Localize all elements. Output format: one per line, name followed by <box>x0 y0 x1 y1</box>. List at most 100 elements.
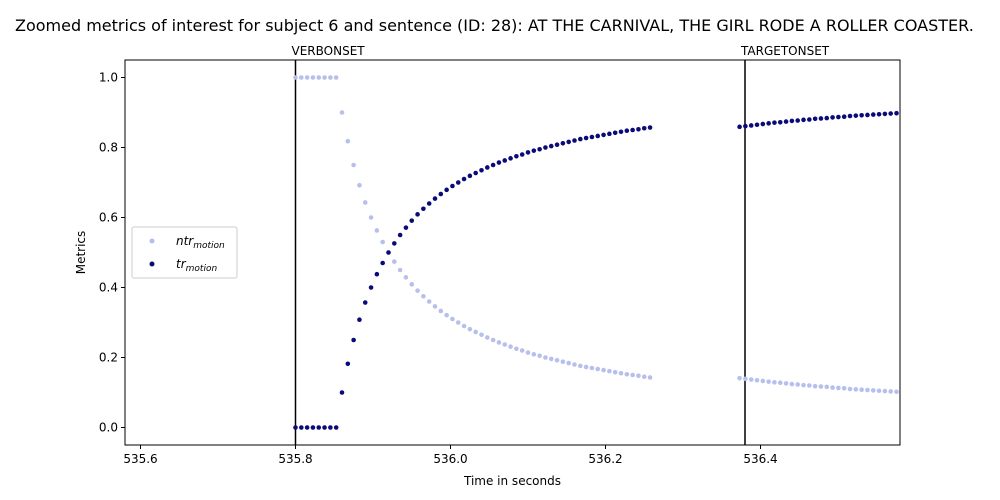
y-tick-label: 0.6 <box>99 211 118 225</box>
data-point-ntr <box>589 365 595 371</box>
data-point-ntr <box>783 381 789 386</box>
y-tick-label: 0.2 <box>99 351 118 365</box>
data-point-tr <box>760 121 766 127</box>
data-point-ntr <box>777 380 783 386</box>
data-point-tr <box>737 124 742 130</box>
data-point-ntr <box>496 340 502 345</box>
data-point-ntr <box>525 350 531 355</box>
data-point-ntr <box>543 355 548 360</box>
data-point-ntr <box>647 375 653 380</box>
vline-label-targetonset: TARGETONSET <box>740 44 830 58</box>
data-point-tr <box>380 260 385 266</box>
data-point-tr <box>525 150 531 155</box>
data-point-tr <box>830 115 835 120</box>
data-point-tr <box>601 132 606 138</box>
data-point-tr <box>461 176 467 182</box>
data-point-ntr <box>841 386 847 391</box>
data-point-ntr <box>583 364 589 370</box>
data-point-ntr <box>490 337 496 343</box>
data-point-ntr <box>772 380 777 385</box>
data-point-ntr <box>438 308 444 314</box>
data-point-ntr <box>743 376 748 382</box>
data-point-tr <box>368 285 374 290</box>
data-point-ntr <box>415 288 420 293</box>
data-point-tr <box>333 425 339 430</box>
vline-label-verbonset: VERBONSET <box>292 44 366 58</box>
data-point-tr <box>876 111 882 117</box>
data-point-ntr <box>917 391 922 396</box>
data-point-tr <box>566 139 571 145</box>
y-axis-label: Metrics <box>74 231 88 275</box>
data-point-tr <box>299 425 304 430</box>
data-point-ntr <box>560 359 566 365</box>
data-point-ntr <box>830 385 835 390</box>
data-point-ntr <box>836 385 841 391</box>
data-point-ntr <box>801 382 806 388</box>
data-point-ntr <box>304 75 310 80</box>
data-point-ntr <box>923 391 928 396</box>
data-point-tr <box>807 117 812 122</box>
data-point-tr <box>444 187 449 193</box>
data-point-ntr <box>641 374 647 380</box>
data-point-ntr <box>760 378 766 384</box>
data-point-ntr <box>912 391 917 396</box>
data-point-tr <box>572 138 577 143</box>
data-point-tr <box>508 156 513 161</box>
data-point-ntr <box>380 239 385 245</box>
data-point-ntr <box>351 162 356 168</box>
data-point-ntr <box>624 372 630 377</box>
data-point-ntr <box>514 346 519 352</box>
data-point-tr <box>818 116 824 121</box>
data-point-ntr <box>935 392 940 397</box>
data-point-tr <box>490 162 496 168</box>
data-point-ntr <box>554 358 560 363</box>
data-point-tr <box>519 152 525 157</box>
legend: ntrmotion trmotion <box>131 226 238 279</box>
data-point-tr <box>316 425 322 430</box>
data-point-ntr <box>339 110 345 115</box>
data-point-ntr <box>316 75 322 80</box>
data-point-tr <box>888 111 893 116</box>
data-point-ntr <box>421 293 426 299</box>
data-point-tr <box>618 129 624 135</box>
data-point-ntr <box>865 387 870 393</box>
data-point-tr <box>929 109 934 114</box>
data-point-ntr <box>807 383 812 388</box>
data-point-tr <box>362 300 368 305</box>
data-point-tr <box>859 113 864 118</box>
data-point-tr <box>865 112 870 118</box>
data-point-ntr <box>795 382 800 387</box>
x-tick-label: 536.2 <box>588 452 622 466</box>
data-point-tr <box>900 111 905 116</box>
data-point-ntr <box>537 353 542 359</box>
data-point-tr <box>789 118 795 124</box>
data-point-tr <box>589 134 595 140</box>
data-point-tr <box>612 130 618 136</box>
data-point-ntr <box>900 390 905 395</box>
data-point-tr <box>543 145 548 150</box>
data-point-ntr <box>636 373 641 379</box>
data-point-tr <box>906 110 911 115</box>
data-point-ntr <box>789 381 795 387</box>
data-point-tr <box>415 212 420 217</box>
data-point-tr <box>537 146 542 152</box>
data-point-ntr <box>299 75 304 80</box>
data-point-ntr <box>894 389 899 395</box>
data-point-ntr <box>853 387 859 392</box>
data-point-tr <box>836 114 841 120</box>
legend-marker-ntr <box>149 238 155 244</box>
data-point-tr <box>328 425 333 430</box>
data-point-ntr <box>601 367 606 373</box>
legend-label-ntr: ntrmotion <box>176 234 225 251</box>
data-point-tr <box>479 167 484 173</box>
data-point-tr <box>636 127 641 132</box>
data-point-tr <box>438 191 444 197</box>
data-point-tr <box>473 170 478 176</box>
data-point-tr <box>560 141 566 146</box>
plot-frame <box>124 59 901 446</box>
data-point-ntr <box>618 370 624 376</box>
data-point-tr <box>743 123 748 129</box>
data-point-ntr <box>432 304 438 309</box>
data-point-ntr <box>362 200 368 205</box>
data-point-tr <box>917 110 922 115</box>
